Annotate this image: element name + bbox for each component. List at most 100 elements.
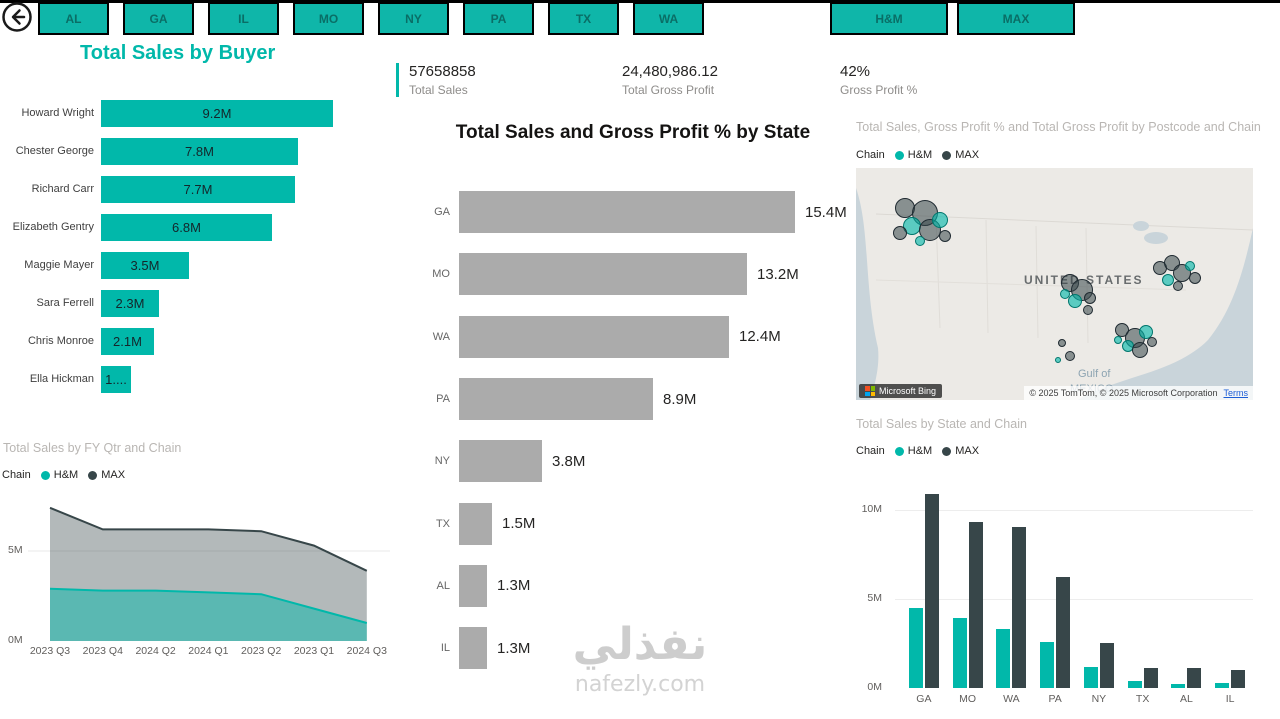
map-bubble-max[interactable] — [1173, 281, 1183, 291]
column-bar-max-tx[interactable] — [1143, 668, 1158, 688]
area-legend: Chain H&M MAX — [2, 469, 125, 481]
column-bar-hm-ny[interactable] — [1083, 667, 1098, 688]
legend-dot — [894, 150, 904, 160]
state-bar-al[interactable] — [459, 564, 487, 607]
legend-item-max[interactable]: MAX — [942, 149, 979, 161]
columns-gridline — [895, 599, 1253, 600]
map-bubble-max[interactable] — [1132, 342, 1148, 358]
state-bar-ny[interactable] — [459, 440, 542, 483]
buyer-bar-saraferrell[interactable]: 2.3M — [101, 289, 159, 317]
map-legend: Chain H&M MAX — [856, 149, 979, 161]
column-bar-max-wa[interactable] — [1012, 527, 1027, 688]
map-bubble-hm[interactable] — [932, 212, 948, 228]
column-bar-max-al[interactable] — [1187, 668, 1202, 688]
column-bar-hm-mo[interactable] — [952, 618, 967, 688]
state-category-label: NY — [434, 455, 450, 468]
column-bar-hm-al[interactable] — [1171, 684, 1186, 688]
map-bubble-hm[interactable] — [1068, 294, 1082, 308]
state-slicer-button-wa[interactable]: WA — [633, 2, 704, 35]
column-bar-hm-pa[interactable] — [1040, 642, 1055, 688]
buyer-bar-elizabethgentry[interactable]: 6.8M — [101, 213, 272, 241]
buyer-bar-value: 6.8M — [172, 219, 201, 235]
column-bar-max-ny[interactable] — [1099, 643, 1114, 688]
map-bubble-max[interactable] — [939, 230, 951, 242]
chain-slicer-button-max[interactable]: MAX — [957, 2, 1075, 35]
kpi-total-sales-label: Total Sales — [409, 83, 468, 97]
buyer-bar-howardwright[interactable]: 9.2M — [101, 99, 333, 127]
map-bubble-hm[interactable] — [1162, 274, 1174, 286]
map-bubble-hm[interactable] — [1185, 261, 1195, 271]
kpi-total-sales: 57658858 Total Sales — [396, 63, 476, 97]
column-bar-hm-ga[interactable] — [908, 608, 923, 688]
us-map[interactable]: UNITED STATES Gulf of MEXICO Microsoft B… — [856, 168, 1253, 400]
columns-x-axis: GA MO WA PA NY TX AL IL — [902, 693, 1252, 705]
map-bubble-hm[interactable] — [1060, 289, 1070, 299]
buyer-row: Elizabeth Gentry 6.8M — [0, 208, 398, 246]
map-terms-link[interactable]: Terms — [1223, 388, 1249, 398]
fyqtr-area-svg[interactable] — [0, 495, 395, 647]
area-y-tick-label: 0M — [8, 634, 23, 646]
map-bubble-max[interactable] — [1147, 337, 1157, 347]
map-bubble-max[interactable] — [1084, 292, 1096, 304]
map-bubble-hm[interactable] — [1055, 357, 1061, 363]
map-bubble-hm[interactable] — [1139, 325, 1153, 339]
chain-slicer-button-hm[interactable]: H&M — [830, 2, 948, 35]
buyer-bar-richardcarr[interactable]: 7.7M — [101, 175, 295, 203]
area-x-tick-label: 2024 Q1 — [188, 645, 229, 657]
column-bar-max-ga[interactable] — [924, 494, 939, 688]
state-slicer-button-mo[interactable]: MO — [293, 2, 364, 35]
map-bubble-max[interactable] — [893, 226, 907, 240]
state-bar-il[interactable] — [459, 627, 487, 670]
legend-item-hm[interactable]: H&M — [40, 469, 78, 481]
state-bar-wa[interactable] — [459, 315, 729, 358]
columns-y-tick-label: 5M — [867, 592, 882, 604]
state-slicer-button-il[interactable]: IL — [208, 2, 279, 35]
state-bar-value: 3.8M — [552, 452, 586, 470]
buyer-row: Howard Wright 9.2M — [0, 94, 398, 132]
state-slicer-button-ga[interactable]: GA — [123, 2, 194, 35]
area-series-line-max — [49, 506, 368, 572]
state-slicer-button-tx[interactable]: TX — [548, 2, 619, 35]
map-bubble-max[interactable] — [1058, 339, 1066, 347]
column-bar-max-pa[interactable] — [1056, 577, 1071, 688]
buyer-bar-maggiemayer[interactable]: 3.5M — [101, 251, 189, 279]
state-bar-pa[interactable] — [459, 378, 653, 421]
buyer-bar-chrismonroe[interactable]: 2.1M — [101, 327, 154, 355]
column-bar-hm-tx[interactable] — [1127, 681, 1142, 688]
column-bar-hm-il[interactable] — [1215, 683, 1230, 688]
map-bubble-max[interactable] — [1065, 351, 1075, 361]
map-gulf-label-line1: Gulf of — [1078, 368, 1111, 380]
buyer-bar-chestergeorge[interactable]: 7.8M — [101, 137, 298, 165]
buyer-category-label: Richard Carr — [31, 183, 94, 195]
state-bar-value: 13.2M — [757, 265, 799, 283]
state-bar-tx[interactable] — [459, 502, 492, 545]
legend-dot — [942, 150, 952, 160]
state-category-label: TX — [435, 517, 450, 530]
state-row: GA 15.4M — [400, 181, 880, 243]
legend-item-hm[interactable]: H&M — [894, 149, 932, 161]
state-slicer-button-pa[interactable]: PA — [463, 2, 534, 35]
map-bubble-hm[interactable] — [1114, 336, 1122, 344]
state-bar-mo[interactable] — [459, 253, 747, 296]
map-bubble-max[interactable] — [1083, 305, 1093, 315]
map-bubble-hm[interactable] — [915, 236, 925, 246]
state-slicer-button-ny[interactable]: NY — [378, 2, 449, 35]
buyer-bar-value: 7.8M — [185, 143, 214, 159]
legend-item-max[interactable]: MAX — [88, 469, 125, 481]
columns-group-wa — [990, 490, 1034, 688]
column-bar-max-mo[interactable] — [968, 522, 983, 688]
back-button[interactable] — [1, 1, 33, 33]
state-row: WA 12.4M — [400, 306, 880, 368]
legend-item-hm[interactable]: H&M — [894, 445, 932, 457]
map-bubble-max[interactable] — [1189, 272, 1201, 284]
kpi-total-gross-profit-label: Total Gross Profit — [622, 83, 715, 97]
state-bar-ga[interactable] — [459, 191, 795, 234]
column-bar-hm-wa[interactable] — [996, 629, 1011, 688]
area-x-tick-label: 2023 Q3 — [29, 645, 71, 657]
state-row: MO 13.2M — [400, 243, 880, 305]
state-slicer-button-al[interactable]: AL — [38, 2, 109, 35]
buyer-bar-ellahickman[interactable]: 1.... — [101, 365, 131, 393]
column-bar-max-il[interactable] — [1231, 670, 1246, 688]
legend-item-max[interactable]: MAX — [942, 445, 979, 457]
